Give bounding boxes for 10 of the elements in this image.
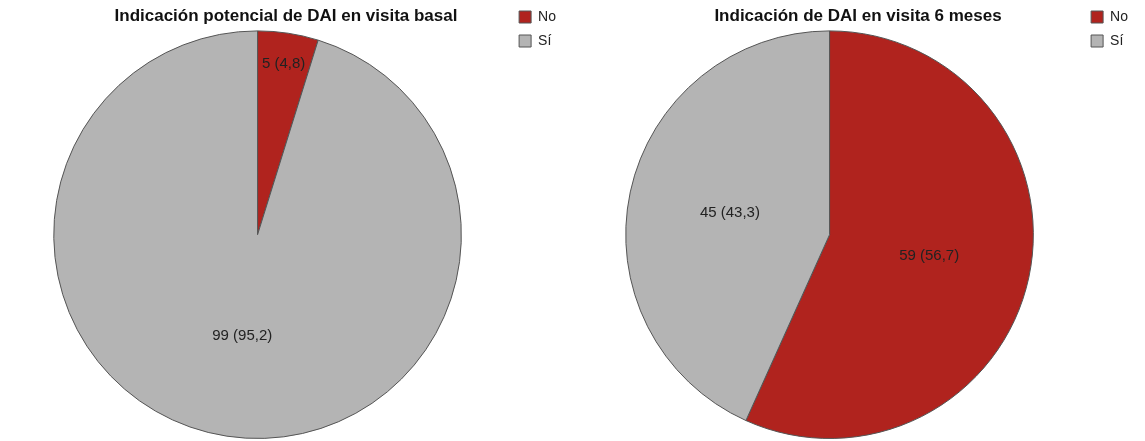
legend-label: Sí (538, 31, 552, 48)
legend-label: No (1110, 7, 1129, 24)
chart-title: Indicación de DAI en visita 6 meses (714, 5, 1002, 25)
legend-label: Sí (1110, 31, 1124, 48)
data-label: 5 (4,8) (261, 53, 306, 71)
data-label: 45 (43,3) (699, 203, 760, 221)
chart-title: Indicación potencial de DAI en visita basal (114, 5, 458, 25)
legend-label: No (538, 7, 557, 24)
data-label: 99 (95,2) (212, 325, 273, 343)
data-label: 59 (56,7) (899, 246, 960, 264)
